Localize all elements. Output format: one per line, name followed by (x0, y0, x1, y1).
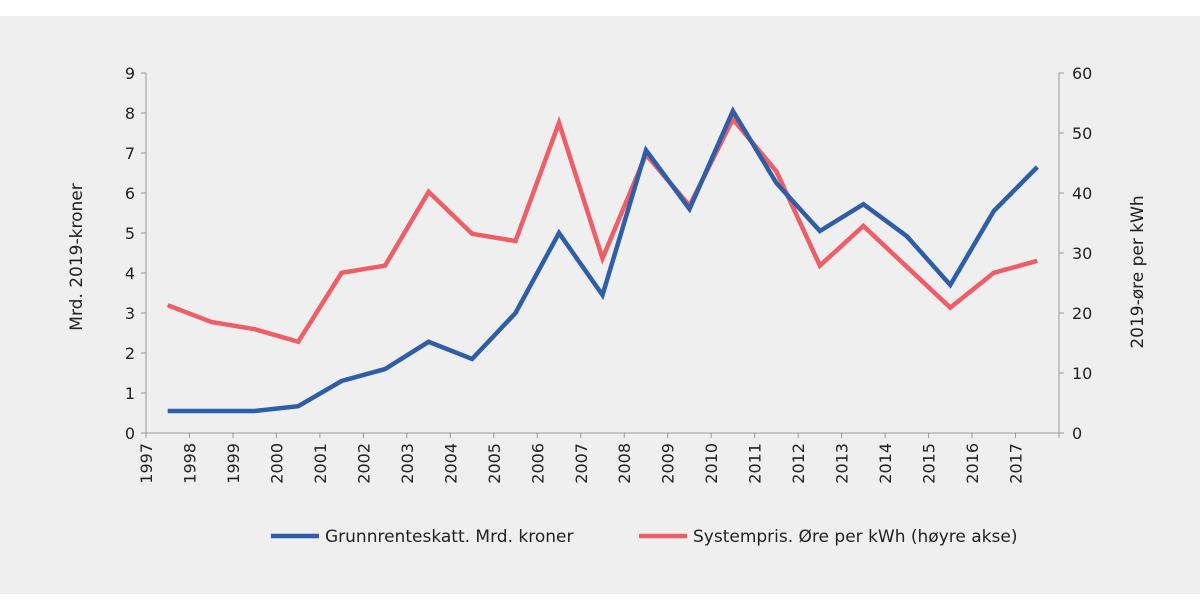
right-axis-tick-label: 40 (1072, 184, 1092, 203)
legend-item-grunnrenteskatt: Grunnrenteskatt. Mrd. kroner (271, 527, 573, 547)
x-axis-tick-label: 1998 (180, 443, 199, 484)
left-axis-tick-label: 8 (125, 104, 135, 123)
chart-panel: 0 1 2 3 4 5 6 7 8 9 0 10 20 30 40 50 60 1997 1998 1999 2000 2… (0, 16, 1200, 594)
x-axis-tick-label: 2009 (659, 443, 678, 484)
x-axis-tick-label: 2005 (485, 443, 504, 484)
legend-label: Systempris. Øre per kWh (høyre akse) (693, 527, 1017, 547)
legend-label: Grunnrenteskatt. Mrd. kroner (325, 527, 573, 547)
left-axis-tick-label: 3 (125, 304, 135, 323)
x-axis-tick-label: 1999 (224, 443, 243, 484)
series-line-systempris (166, 115, 1038, 345)
x-axis-tick-label: 2010 (702, 443, 721, 484)
x-axis-tick-label: 2015 (920, 443, 939, 484)
x-axis-tick-label: 1997 (137, 443, 156, 484)
left-axis-title: Mrd. 2019-kroner (67, 183, 87, 330)
x-axis-tick-label: 2007 (572, 443, 591, 484)
legend-item-systempris: Systempris. Øre per kWh (høyre akse) (639, 527, 1017, 547)
x-axis-tick-label: 2004 (441, 443, 460, 484)
series-line-grunnrenteskatt (167, 106, 1039, 414)
x-axis-tick-label: 2003 (398, 443, 417, 484)
series-layer (166, 106, 1039, 414)
x-axis-tick-label: 2014 (876, 443, 895, 484)
right-axis-title: 2019-øre per kWh (1128, 195, 1148, 348)
left-axis-tick-label: 5 (125, 224, 135, 243)
right-axis-tick-label: 0 (1072, 424, 1082, 443)
legend: Grunnrenteskatt. Mrd. kroner Systempris. … (271, 527, 1017, 547)
right-axis-tick-label: 50 (1072, 124, 1092, 143)
x-axis-tick-label: 2012 (789, 443, 808, 484)
right-axis-tick-label: 20 (1072, 304, 1092, 323)
axes: 0 1 2 3 4 5 6 7 8 9 0 10 20 30 40 50 60 1997 1998 1999 2000 2… (125, 64, 1093, 484)
left-axis-tick-label: 7 (125, 144, 135, 163)
left-axis-tick-label: 9 (125, 64, 135, 83)
left-axis-tick-label: 4 (125, 264, 135, 283)
x-axis-tick-label: 2017 (1007, 443, 1026, 484)
x-axis-tick-label: 2001 (311, 443, 330, 484)
right-axis-tick-label: 30 (1072, 244, 1092, 263)
x-axis-tick-label: 2008 (615, 443, 634, 484)
x-axis-tick-label: 2016 (963, 443, 982, 484)
x-axis-tick-label: 2002 (354, 443, 373, 484)
line-chart: 0 1 2 3 4 5 6 7 8 9 0 10 20 30 40 50 60 1997 1998 1999 2000 2… (67, 64, 1148, 547)
left-axis-tick-label: 1 (125, 384, 135, 403)
left-axis-tick-label: 0 (125, 424, 135, 443)
x-axis-tick-label: 2000 (267, 443, 286, 484)
x-axis-tick-label: 2011 (746, 443, 765, 484)
left-axis-tick-label: 6 (125, 184, 135, 203)
right-axis-tick-label: 60 (1072, 64, 1092, 83)
x-axis-tick-label: 2006 (528, 443, 547, 484)
right-axis-tick-label: 10 (1072, 364, 1092, 383)
left-axis-tick-label: 2 (125, 344, 135, 363)
x-axis-tick-label: 2013 (833, 443, 852, 484)
